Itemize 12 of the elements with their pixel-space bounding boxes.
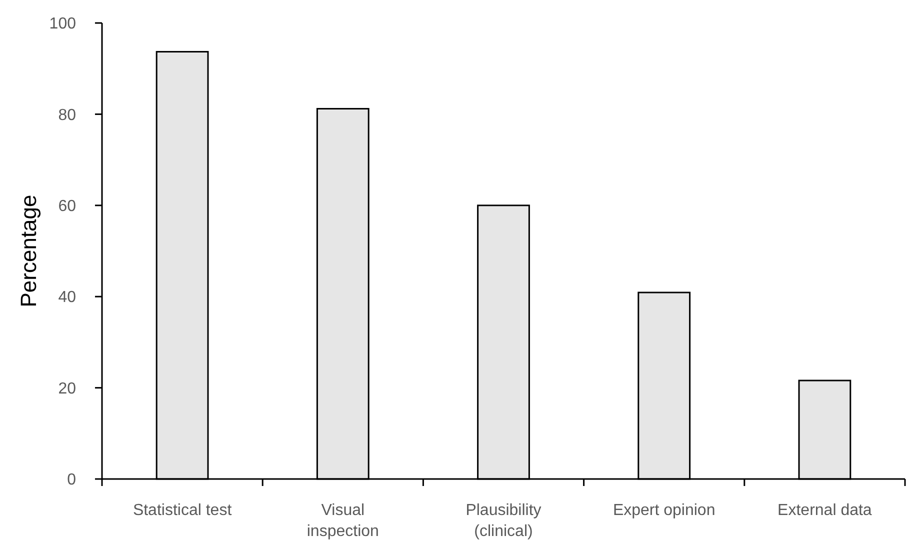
y-tick-label: 80	[58, 106, 76, 124]
x-tick-label: Expert opinion	[612, 502, 716, 519]
y-tick-label: 60	[58, 198, 76, 215]
y-tick-label: 0	[67, 472, 76, 489]
y-tick-label: 40	[58, 289, 76, 306]
y-tick-label: 100	[49, 16, 76, 33]
x-tick-label: Visual inspection	[306, 502, 379, 540]
y-tick-label: 20	[58, 380, 76, 398]
x-tick-label: External data	[778, 502, 872, 519]
x-tick-label: Plausibility (clinical)	[466, 502, 542, 540]
x-tick-label: Statistical test	[132, 502, 232, 519]
y-axis-title: Percentage	[16, 194, 41, 308]
